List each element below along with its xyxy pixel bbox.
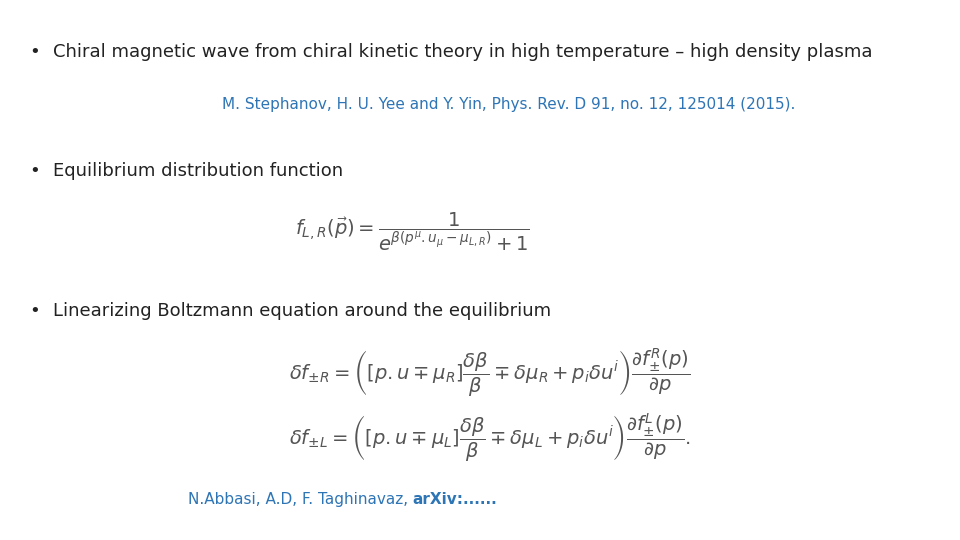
Text: $f_{L,R}(\vec{p}) = \dfrac{1}{e^{\beta(p^{\mu}.u_{\mu}-\mu_{L,R})}+1}$: $f_{L,R}(\vec{p}) = \dfrac{1}{e^{\beta(p… (296, 211, 530, 253)
Text: •: • (29, 302, 39, 320)
Text: •: • (29, 162, 39, 180)
Text: $\delta f_{\pm L} = \left([p.u \mp \mu_L]\dfrac{\delta\beta}{\beta} \mp \delta\m: $\delta f_{\pm L} = \left([p.u \mp \mu_L… (289, 411, 690, 464)
Text: Chiral magnetic wave from chiral kinetic theory in high temperature – high densi: Chiral magnetic wave from chiral kinetic… (53, 43, 873, 61)
Text: $\delta f_{\pm R} = \left([p.u \mp \mu_R]\dfrac{\delta\beta}{\beta} \mp \delta\m: $\delta f_{\pm R} = \left([p.u \mp \mu_R… (289, 346, 690, 399)
Text: N.Abbasi, A.D, F. Taghinavaz,: N.Abbasi, A.D, F. Taghinavaz, (188, 492, 413, 507)
Text: arXiv:......: arXiv:...... (413, 492, 497, 507)
Text: Linearizing Boltzmann equation around the equilibrium: Linearizing Boltzmann equation around th… (53, 302, 551, 320)
Text: M. Stephanov, H. U. Yee and Y. Yin, Phys. Rev. D 91, no. 12, 125014 (2015).: M. Stephanov, H. U. Yee and Y. Yin, Phys… (222, 97, 796, 112)
Text: Equilibrium distribution function: Equilibrium distribution function (53, 162, 343, 180)
Text: •: • (29, 43, 39, 61)
